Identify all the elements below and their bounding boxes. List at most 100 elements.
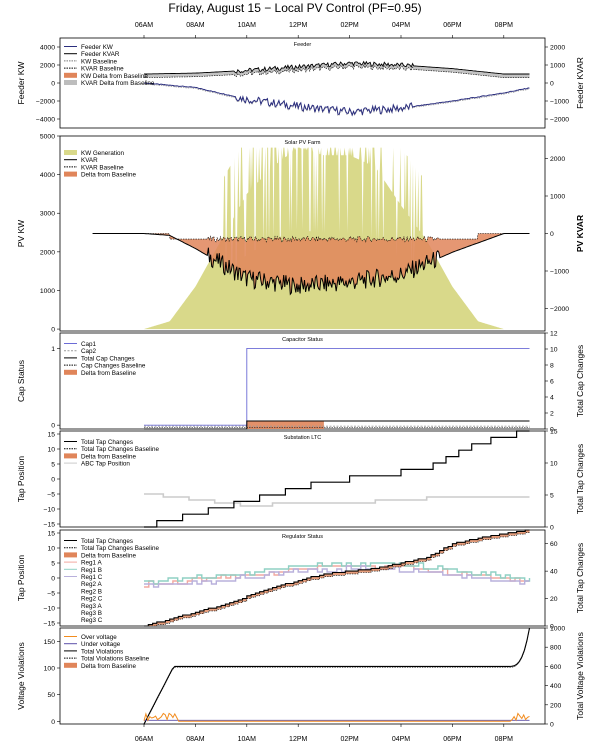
- cap1-line: [144, 347, 530, 426]
- legend-label: Total Tap Changes Baseline: [81, 545, 159, 552]
- y2-tick-label: 0: [550, 231, 554, 238]
- legend-label: Total Violations: [81, 648, 123, 655]
- y2-axis-label: Feeder KVAR: [575, 57, 585, 109]
- y-tick-label: 100: [44, 666, 56, 673]
- legend-swatch: [64, 662, 77, 668]
- legend-swatch: [64, 369, 77, 375]
- y2-tick-label: 5: [550, 493, 554, 500]
- legend-label: KW Baseline: [81, 58, 118, 65]
- bottom-tick-label: 12PM: [289, 736, 307, 743]
- y-tick-label: 2000: [40, 63, 55, 70]
- y2-tick-label: 12: [550, 331, 558, 338]
- y2-axis-label: Total Voltage Violations: [575, 632, 585, 720]
- y-tick-label: 0: [51, 719, 55, 726]
- y-tick-label: 50: [47, 692, 55, 699]
- y2-tick-label: 1000: [550, 63, 565, 70]
- y2-tick-label: 2: [550, 411, 554, 418]
- total-cap-changes-line: [144, 420, 530, 430]
- top-tick-label: 08PM: [495, 22, 513, 29]
- panels: Feeder−4000−2000020004000−2000−100001000…: [16, 37, 585, 729]
- y2-tick-label: 2000: [550, 156, 565, 163]
- panel-frame: [59, 332, 546, 430]
- y2-tick-label: −1000: [550, 269, 569, 276]
- top-tick-label: 10AM: [238, 22, 256, 29]
- panel-title: Feeder: [294, 42, 312, 48]
- regulator-panel: Regulator Status −15 −10 −5 0 5 10 15 0 20 40 60 Tap…: [16, 529, 585, 631]
- legend-label: Reg2 C: [81, 596, 103, 603]
- y-tick-label: 1000: [40, 288, 55, 295]
- y-axis-label: Feeder KW: [16, 62, 26, 105]
- y-tick-label: −10: [43, 606, 55, 613]
- y2-tick-label: 600: [550, 664, 562, 671]
- legend-label: Over voltage: [81, 634, 117, 641]
- legend-label: Reg3 A: [81, 603, 102, 610]
- y2-tick-label: 0: [550, 81, 554, 88]
- y-tick-label: 1: [51, 346, 55, 353]
- y2-tick-label: −1000: [550, 99, 569, 106]
- legend-label: KVAR Delta from Baseline: [81, 80, 155, 87]
- legend-label: Delta from Baseline: [81, 663, 136, 670]
- total-tap-changes-line: [144, 430, 530, 528]
- y-tick-label: 150: [44, 639, 56, 646]
- top-tick-label: 04PM: [392, 22, 410, 29]
- kvar-baseline-line: [92, 233, 530, 243]
- legend-label: Cap2: [81, 348, 97, 355]
- y-tick-label: 10: [47, 447, 55, 454]
- legend-label: Cap1: [81, 341, 97, 348]
- panel-title: Solar PV Farm: [284, 140, 320, 146]
- legend-swatch: [64, 80, 77, 85]
- y-tick-label: −5: [47, 591, 55, 598]
- voltage-violations-panel: 0 50 100 150 0 200 400 600 800 1000 Voltage Violat…: [16, 626, 585, 729]
- legend-label: Reg3 C: [81, 617, 103, 624]
- y2-tick-label: 0: [550, 722, 554, 729]
- y2-axis-label: Total Tap Changes: [575, 444, 585, 514]
- y-tick-label: 0: [51, 423, 55, 430]
- legend-swatch: [64, 453, 77, 459]
- y-tick-label: 0: [51, 576, 55, 583]
- legend-label: Reg1 C: [81, 574, 103, 581]
- y2-axis-label: PV KVAR: [575, 215, 585, 252]
- legend-label: Total Violations Baseline: [81, 656, 150, 663]
- panel-title: Capacitor Status: [282, 337, 323, 343]
- y2-tick-label: 0: [550, 624, 554, 631]
- y2-tick-label: 800: [550, 645, 562, 652]
- regulator-tap-line: [144, 562, 531, 585]
- bottom-tick-label: 08AM: [186, 736, 204, 743]
- bottom-tick-label: 04PM: [392, 736, 410, 743]
- legend-label: KW Generation: [81, 150, 125, 157]
- legend-label: Reg2 A: [81, 581, 102, 588]
- y2-tick-label: −2000: [550, 117, 569, 124]
- y-tick-label: −4000: [36, 117, 55, 124]
- legend-label: Total Tap Changes: [81, 439, 133, 446]
- regulator-tap-line: [144, 565, 530, 588]
- y-tick-label: 2000: [40, 249, 55, 256]
- y2-tick-label: 60: [550, 541, 558, 548]
- y-tick-label: 4000: [40, 45, 55, 52]
- y-tick-label: 0: [51, 81, 55, 88]
- legend-label: Total Cap Changes: [81, 355, 135, 362]
- legend-label: Total Tap Changes Baseline: [81, 446, 159, 453]
- legend-label: Delta from Baseline: [81, 172, 136, 179]
- y-tick-label: 5: [51, 462, 55, 469]
- delta-area: [144, 530, 530, 626]
- y2-tick-label: 6: [550, 379, 554, 386]
- feeder-panel: Feeder −4000 −2000 0 2000 4000 −2000 −1000 0 1000…: [16, 37, 585, 129]
- y-tick-label: 5: [51, 561, 55, 568]
- legend-label: Feeder KW: [81, 44, 113, 51]
- y2-tick-label: 8: [550, 363, 554, 370]
- y-tick-label: −15: [43, 621, 55, 628]
- legend-swatch: [64, 171, 77, 177]
- y-axis-label: Voltage Violations: [16, 642, 26, 709]
- y2-tick-label: 2000: [550, 45, 565, 52]
- bottom-time-axis: 06AM 08AM 10AM 12PM 02PM 04PM 06PM 08PM: [135, 724, 513, 743]
- legend-label: Feeder KVAR: [81, 51, 120, 58]
- y-tick-label: 3000: [40, 211, 55, 218]
- y2-tick-label: 10: [550, 347, 558, 354]
- legend-label: Delta from Baseline: [81, 552, 136, 559]
- top-tick-label: 12PM: [289, 22, 307, 29]
- y2-tick-label: 1000: [550, 194, 565, 201]
- y-tick-label: 15: [47, 531, 55, 538]
